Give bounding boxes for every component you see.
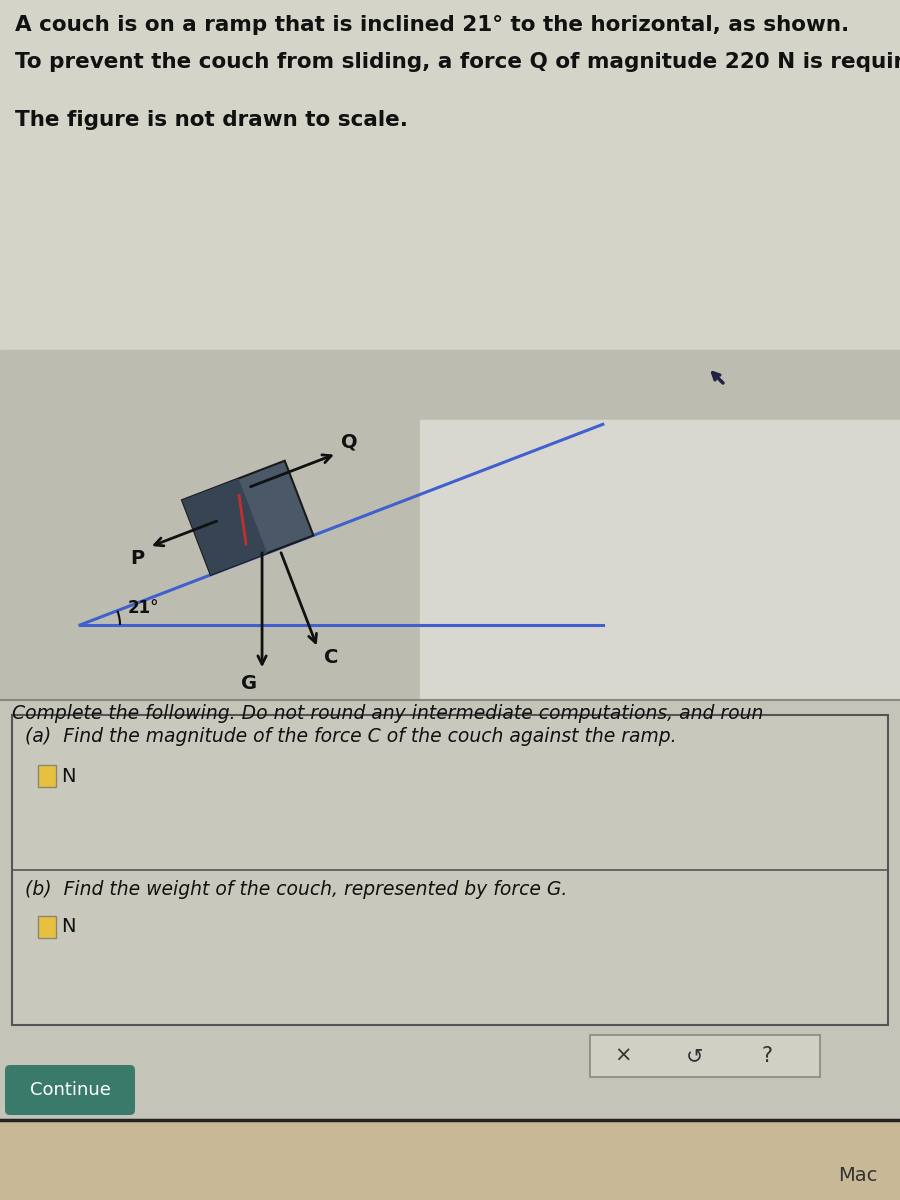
Bar [0, 700, 900, 1120]
Bar [590, 1034, 820, 1078]
Text: 21°: 21° [128, 599, 159, 617]
Text: Mac: Mac [839, 1166, 878, 1186]
Polygon shape [182, 461, 313, 575]
Text: (b)  Find the weight of the couch, represented by force G.: (b) Find the weight of the couch, repres… [25, 880, 567, 899]
Bar [38, 766, 56, 787]
Text: P: P [130, 550, 144, 568]
Text: N: N [61, 918, 76, 936]
Text: (a)  Find the magnitude of the force C of the couch against the ramp.: (a) Find the magnitude of the force C of… [25, 727, 677, 746]
Bar [38, 916, 56, 938]
Bar [0, 1120, 900, 1200]
Bar [0, 0, 900, 350]
Bar [12, 715, 888, 1025]
Text: ?: ? [761, 1046, 772, 1066]
Polygon shape [182, 479, 267, 575]
Text: ×: × [614, 1046, 632, 1066]
Text: N: N [61, 767, 76, 786]
FancyBboxPatch shape [5, 1066, 135, 1115]
Text: Continue: Continue [30, 1081, 111, 1099]
Bar [0, 350, 900, 700]
Text: Q: Q [340, 433, 357, 451]
Bar [0, 1120, 900, 1200]
Text: Complete the following. Do not round any intermediate computations, and roun: Complete the following. Do not round any… [12, 704, 763, 722]
Text: C: C [324, 648, 338, 667]
Bar [420, 420, 900, 700]
Text: To prevent the couch from sliding, a force Q of magnitude 220 N is required.: To prevent the couch from sliding, a for… [15, 52, 900, 72]
Text: A couch is on a ramp that is inclined 21° to the horizontal, as shown.: A couch is on a ramp that is inclined 21… [15, 14, 850, 35]
Text: ↺: ↺ [686, 1046, 704, 1066]
Text: The figure is not drawn to scale.: The figure is not drawn to scale. [15, 110, 408, 130]
Text: G: G [241, 674, 257, 694]
